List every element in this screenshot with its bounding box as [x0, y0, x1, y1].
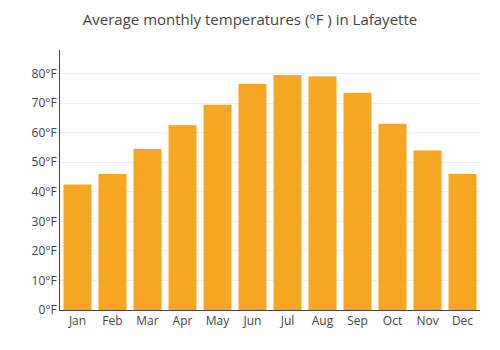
- svg-text:20°F: 20°F: [32, 242, 57, 259]
- svg-text:Apr: Apr: [173, 312, 193, 329]
- svg-text:0°F: 0°F: [38, 301, 56, 318]
- svg-text:May: May: [206, 312, 230, 329]
- svg-text:Feb: Feb: [102, 312, 122, 329]
- svg-text:70°F: 70°F: [32, 94, 57, 111]
- svg-text:40°F: 40°F: [32, 183, 57, 200]
- svg-text:Jun: Jun: [243, 312, 262, 329]
- svg-text:10°F: 10°F: [32, 272, 57, 289]
- svg-text:30°F: 30°F: [32, 213, 57, 230]
- svg-text:Sep: Sep: [347, 312, 368, 329]
- svg-text:50°F: 50°F: [32, 153, 57, 170]
- svg-text:80°F: 80°F: [32, 65, 57, 82]
- svg-text:Oct: Oct: [383, 312, 402, 329]
- svg-text:Aug: Aug: [312, 312, 334, 329]
- svg-text:Average monthly temperatures (: Average monthly temperatures (°F ) in La…: [83, 9, 417, 29]
- svg-text:Jul: Jul: [280, 312, 295, 329]
- svg-text:Jan: Jan: [68, 312, 86, 329]
- svg-text:60°F: 60°F: [32, 124, 57, 141]
- svg-text:Dec: Dec: [452, 312, 473, 329]
- svg-text:Mar: Mar: [136, 312, 158, 329]
- svg-text:Nov: Nov: [416, 312, 438, 329]
